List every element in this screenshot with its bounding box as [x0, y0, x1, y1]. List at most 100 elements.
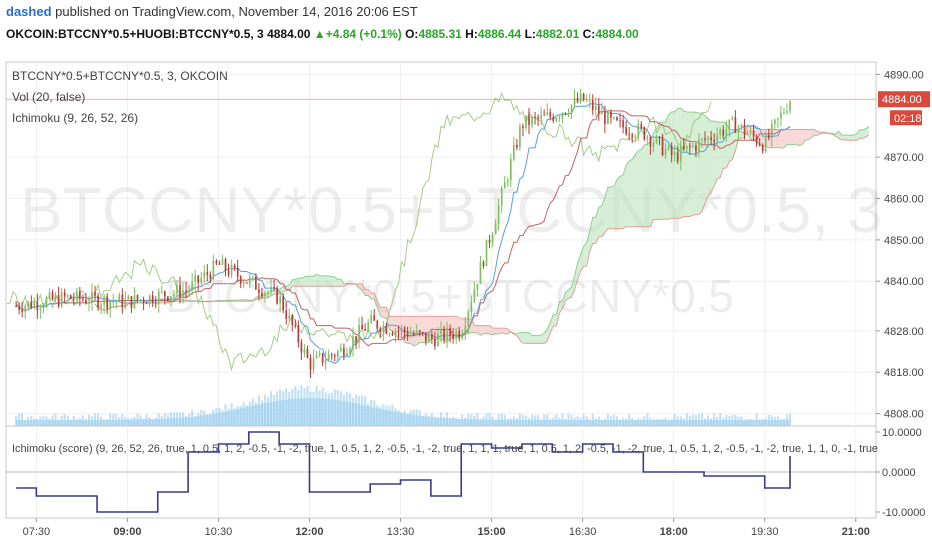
- volume-bar: [722, 417, 725, 426]
- volume-bar: [755, 413, 758, 426]
- candle-body: [130, 296, 133, 309]
- volume-bar: [339, 391, 342, 426]
- cloud-segment: [610, 186, 614, 229]
- cloud-segment: [319, 275, 323, 287]
- candle-body: [221, 259, 224, 265]
- candle-body: [473, 289, 476, 303]
- volume-bar: [564, 418, 567, 426]
- senkou-a-line: [94, 107, 870, 347]
- candle-body: [24, 306, 27, 313]
- volume-bar: [488, 412, 491, 426]
- cloud-segment: [568, 287, 572, 299]
- volume-bar: [700, 413, 704, 426]
- candle-body: [206, 272, 209, 275]
- candle-body: [124, 299, 127, 308]
- candle-body: [57, 295, 60, 307]
- volume-bar: [679, 416, 682, 426]
- candle-body: [285, 310, 288, 319]
- volume-bar: [218, 407, 221, 426]
- volume-bar: [424, 413, 427, 426]
- cloud-segment: [313, 274, 317, 287]
- volume-bar: [333, 389, 336, 426]
- legend-main[interactable]: BTCCNY*0.5+BTCCNY*0.5, 3, OKCOIN: [12, 69, 228, 83]
- cloud-segment: [474, 325, 478, 333]
- volume-bar: [51, 415, 54, 426]
- cloud-segment: [331, 276, 335, 287]
- candle-body: [157, 291, 160, 305]
- volume-bar: [263, 394, 267, 426]
- cloud-segment: [683, 111, 687, 217]
- candle-body: [364, 329, 366, 331]
- candle-body: [48, 292, 51, 299]
- volume-bar: [288, 392, 291, 426]
- cloud-segment: [368, 289, 372, 299]
- candle-body: [743, 124, 746, 135]
- candle-body: [318, 353, 321, 356]
- volume-bar: [740, 416, 743, 426]
- candle-body: [346, 353, 348, 356]
- volume-bar: [746, 419, 749, 426]
- candle-body: [725, 128, 728, 136]
- volume-bar: [622, 418, 625, 426]
- candle-body: [443, 328, 445, 341]
- volume-bar: [297, 389, 300, 426]
- volume-bar: [254, 402, 257, 426]
- candle-body: [734, 117, 737, 133]
- candle-body: [200, 277, 203, 283]
- candle-body: [163, 291, 166, 297]
- senkou-b-line: [94, 124, 870, 344]
- time-tick-label: 10:30: [205, 526, 233, 538]
- volume-bar: [178, 412, 182, 426]
- cloud-segment: [641, 145, 645, 227]
- volume-bar: [248, 401, 251, 426]
- volume-bar: [603, 418, 606, 426]
- candle-body: [555, 117, 558, 122]
- cloud-segment: [653, 128, 657, 220]
- candle-body: [646, 137, 649, 140]
- candle-body: [197, 275, 200, 283]
- legend-score[interactable]: Ichimoku (score) (9, 26, 52, 26, true, 1…: [12, 443, 878, 455]
- legend-ichimoku[interactable]: Ichimoku (9, 26, 52, 26): [12, 111, 138, 125]
- candle-body: [218, 263, 221, 265]
- volume-bar: [409, 410, 412, 426]
- symbol-name[interactable]: OKCOIN:BTCCNY*0.5+HUOBI:BTCCNY*0.5, 3: [6, 27, 264, 41]
- candle-body: [652, 142, 655, 147]
- cloud-segment: [325, 275, 329, 287]
- legend-vol[interactable]: Vol (20, false): [12, 90, 85, 104]
- volume-bar: [518, 413, 521, 426]
- cloud-segment: [419, 316, 423, 343]
- volume-bar: [391, 404, 394, 426]
- candle-body: [136, 294, 139, 300]
- volume-bar: [242, 402, 245, 426]
- candle-body: [774, 119, 776, 124]
- volume-bar: [96, 413, 100, 426]
- cloud-segment: [702, 113, 706, 212]
- volume-bar: [537, 414, 540, 426]
- author-link[interactable]: dashed: [6, 4, 52, 19]
- candle-body: [740, 124, 743, 128]
- volume-bar: [266, 397, 270, 426]
- candle-body: [755, 136, 758, 144]
- candle-body: [282, 296, 285, 311]
- candle-body: [588, 100, 591, 102]
- volume-bar: [615, 415, 619, 426]
- volume-bar: [136, 413, 139, 426]
- volume-bar: [188, 413, 191, 426]
- volume-bar: [452, 416, 455, 426]
- cloud-segment: [638, 149, 642, 227]
- volume-bar: [609, 415, 613, 426]
- volume-bar: [230, 403, 233, 426]
- candle-body: [455, 330, 458, 339]
- volume-bar: [273, 394, 276, 426]
- volume-bar: [345, 391, 348, 426]
- volume-bar: [87, 414, 91, 426]
- score-layer: [16, 431, 791, 513]
- volume-bar: [112, 413, 115, 426]
- candle-body: [261, 292, 263, 297]
- candle-body: [224, 259, 227, 271]
- cloud-segment: [547, 322, 551, 342]
- candle-body: [434, 338, 436, 347]
- score-tick-label: -10.0000: [882, 507, 925, 519]
- candle-body: [558, 117, 561, 119]
